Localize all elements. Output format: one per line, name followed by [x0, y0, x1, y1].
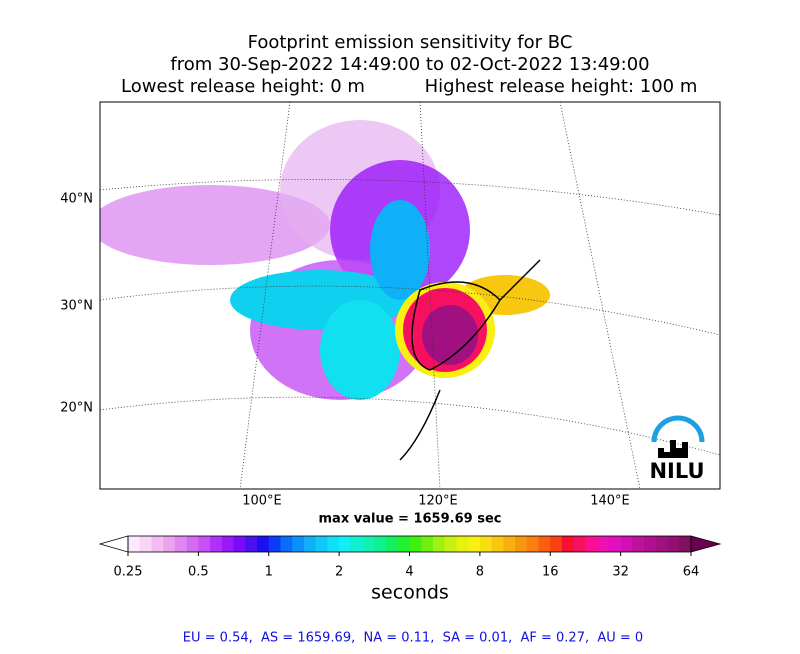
colorbar-segment: [151, 536, 164, 552]
plume-blob: [100, 185, 330, 265]
max-value: max value = 1659.69 sec: [319, 512, 502, 527]
colorbar-segment: [163, 536, 176, 552]
lon-label: 100°E: [242, 494, 282, 509]
colorbar-segment: [573, 536, 586, 552]
colorbar-segment: [456, 536, 469, 552]
colorbar-segment: [350, 536, 364, 552]
lat-label: 30°N: [60, 299, 93, 314]
colorbar-segment: [608, 536, 622, 552]
colorbar-segment: [655, 536, 669, 552]
colorbar-segment: [245, 536, 258, 552]
colorbar-segment: [597, 536, 610, 552]
colorbar-segment: [644, 536, 657, 552]
lat-label: 20°N: [60, 401, 93, 416]
colorbar-segment: [268, 536, 281, 552]
plume: [100, 102, 720, 489]
colorbar-segment: [186, 536, 199, 552]
colorbar-segment: [679, 536, 692, 552]
colorbar-segment: [620, 536, 633, 552]
colorbar-segment: [174, 536, 188, 552]
colorbar-segment: [432, 536, 446, 552]
map: NILU 40°N 30°N 20°N 100°E 120°E 140°E: [60, 101, 721, 509]
colorbar-segment: [257, 536, 270, 552]
colorbar-segment: [479, 536, 493, 552]
colorbar-segment: [339, 536, 352, 552]
logo-city: [652, 440, 688, 458]
map-frame: [99, 101, 721, 490]
colorbar-label: seconds: [371, 582, 449, 604]
colorbar-segment: [409, 536, 422, 552]
colorbar-segment: [386, 536, 399, 552]
summary: EU = 0.54, AS = 1659.69, NA = 0.11, SA =…: [183, 631, 643, 646]
colorbar-segment: [280, 536, 293, 552]
colorbar-segment: [292, 536, 305, 552]
colorbar-segment: [210, 536, 223, 552]
release-low: Lowest release height: 0 m: [121, 76, 365, 97]
colorbar-segment: [515, 536, 528, 552]
colorbar-segment: [397, 536, 410, 552]
logo-text: NILU: [649, 459, 704, 483]
colorbar-segment: [538, 536, 551, 552]
colorbar-segment: [585, 536, 598, 552]
colorbar-segment: [491, 536, 504, 552]
colorbar-segment: [421, 536, 434, 552]
lon-label: 140°E: [590, 494, 630, 509]
colorbar-segment: [468, 536, 481, 552]
colorbar-tick-label: 0.5: [188, 565, 209, 580]
colorbar-segment: [139, 536, 152, 552]
colorbar-segment: [503, 536, 516, 552]
colorbar-segment: [374, 536, 387, 552]
colorbar-tick-label: 2: [335, 565, 343, 580]
colorbar-segment: [444, 536, 457, 552]
lon-label: 120°E: [418, 494, 458, 509]
colorbar-tick-label: 16: [542, 565, 559, 580]
plume-blob: [370, 200, 430, 300]
release-high: Highest release height: 100 m: [425, 76, 698, 97]
title: Footprint emission sensitivity for BC: [248, 32, 573, 53]
plume-blob: [320, 300, 400, 400]
colorbar-segment: [362, 536, 375, 552]
plume-blob: [422, 305, 478, 365]
colorbar-tick-label: 1: [265, 565, 273, 580]
colorbar-segment: [303, 536, 317, 552]
subtitle: from 30-Sep-2022 14:49:00 to 02-Oct-2022…: [170, 54, 649, 75]
colorbar-tick-label: 64: [683, 565, 700, 580]
colorbar-segment: [667, 536, 680, 552]
colorbar-tick-label: 4: [405, 565, 413, 580]
colorbar-segment: [526, 536, 540, 552]
colorbar-segment: [327, 536, 340, 552]
lat-label: 40°N: [60, 192, 93, 207]
colorbar-segment: [233, 536, 246, 552]
colorbar-over: [690, 535, 722, 553]
colorbar-segment: [315, 536, 328, 552]
colorbar-under: [98, 535, 129, 553]
colorbar-tick-label: 8: [476, 565, 484, 580]
colorbar-segment: [221, 536, 235, 552]
logo-arc: [651, 415, 705, 443]
colorbar-segment: [128, 536, 141, 552]
colorbar-segment: [550, 536, 563, 552]
colorbar-segment: [561, 536, 575, 552]
colorbar-segment: [198, 536, 211, 552]
colorbar-tick-label: 32: [612, 565, 629, 580]
colorbar-tick-label: 0.25: [114, 565, 143, 580]
colorbar-segment: [632, 536, 645, 552]
colorbar: 0.25 0.5 1 2 4 8 16 32 64: [98, 535, 722, 580]
